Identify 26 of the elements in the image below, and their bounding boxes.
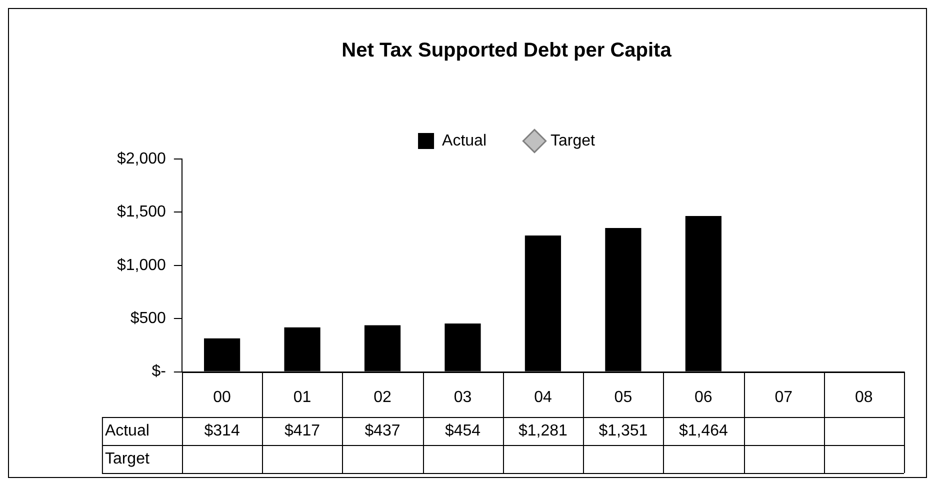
data-label: $437 bbox=[364, 422, 400, 440]
text: Target bbox=[104, 450, 150, 468]
y-tick-label: $1,000 bbox=[117, 256, 166, 274]
x-tick-label: 05 bbox=[614, 388, 632, 406]
x-tick-label: 06 bbox=[694, 388, 712, 406]
data-label: $417 bbox=[284, 422, 320, 440]
data-label: $1,464 bbox=[678, 422, 728, 440]
data-label: $454 bbox=[444, 422, 481, 440]
x-tick-label: 00 bbox=[213, 388, 232, 406]
y-tick-label: $1,500 bbox=[117, 204, 166, 221]
data-label: $1,351 bbox=[598, 422, 648, 440]
legend-label: Actual bbox=[442, 132, 486, 150]
x-tick-label: 03 bbox=[454, 388, 472, 406]
data-label: $314 bbox=[204, 422, 240, 440]
x-tick-label: 04 bbox=[534, 388, 552, 406]
data-label: $1,281 bbox=[518, 422, 568, 440]
chart-title: Net Tax Supported Debt per Capita bbox=[342, 40, 672, 62]
y-tick-label: $500 bbox=[130, 310, 166, 328]
y-tick-label: $2,000 bbox=[117, 150, 166, 168]
x-tick-label: 07 bbox=[774, 388, 793, 406]
legend-label: Target bbox=[550, 132, 596, 150]
x-tick-label: 08 bbox=[854, 388, 873, 406]
x-tick-label: 02 bbox=[374, 388, 392, 406]
y-tick-label: $- bbox=[152, 363, 166, 380]
x-tick-label: 01 bbox=[293, 388, 312, 406]
text: Actual bbox=[104, 422, 150, 440]
